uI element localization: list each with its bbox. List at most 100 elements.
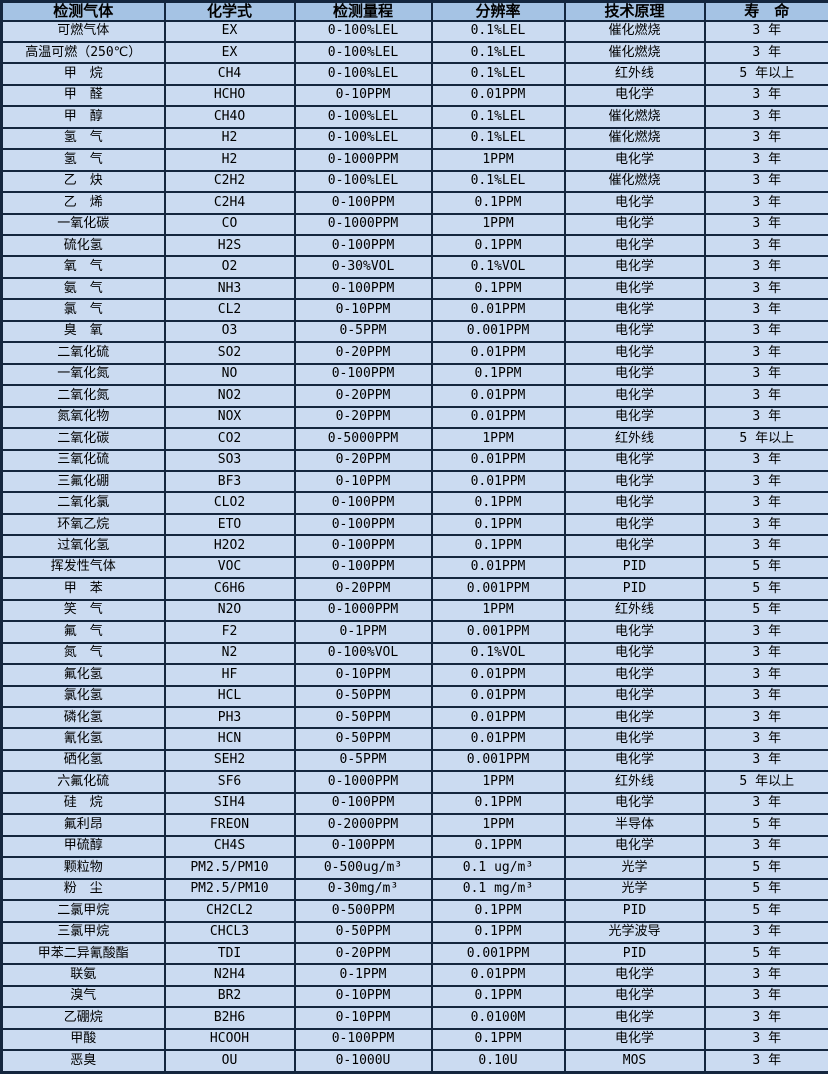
cell-formula: CL2: [163, 298, 296, 322]
cell-formula: HCN: [163, 727, 296, 751]
cell-life: 5 年以上: [703, 427, 828, 451]
cell-principle: 电化学: [563, 748, 706, 773]
cell-resolution: 0.001PPM: [430, 577, 566, 601]
table-row: 笑 气 N2O 0-1000PPM 1PPM 红外线 5 年: [0, 598, 828, 623]
cell-principle: MOS: [563, 1049, 706, 1074]
cell-resolution: 0.001PPM: [430, 620, 566, 644]
cell-formula: ETO: [163, 512, 296, 537]
cell-gas: 氮 气: [0, 641, 166, 666]
cell-gas: 二氧化氯: [0, 491, 166, 515]
table-row: 可燃气体 EX 0-100%LEL 0.1%LEL 催化燃烧 3 年: [0, 19, 828, 43]
cell-gas: 二氧化碳: [0, 427, 166, 451]
cell-gas: 三氧化硫: [0, 448, 166, 473]
cell-formula: N2H4: [163, 963, 296, 987]
cell-gas: 氟化氢: [0, 663, 166, 687]
cell-range: 0-5PPM: [293, 319, 433, 344]
cell-resolution: 0.1 mg/m³: [430, 877, 566, 902]
table-row: 恶臭 OU 0-1000U 0.10U MOS 3 年: [0, 1049, 828, 1074]
cell-resolution: 0.01PPM: [430, 448, 566, 473]
cell-range: 0-100PPM: [293, 234, 433, 258]
table-row: 甲硫醇 CH4S 0-100PPM 0.1PPM 电化学 3 年: [0, 834, 828, 859]
cell-formula: CH4O: [163, 105, 296, 129]
cell-formula: F2: [163, 620, 296, 644]
table-row: 六氟化硫 SF6 0-1000PPM 1PPM 红外线 5 年以上: [0, 770, 828, 794]
table-row: 二氧化硫 SO2 0-20PPM 0.01PPM 电化学 3 年: [0, 341, 828, 365]
cell-life: 3 年: [703, 748, 828, 773]
cell-resolution: 0.1PPM: [430, 1027, 566, 1052]
cell-gas: 硒化氢: [0, 748, 166, 773]
cell-range: 0-2000PPM: [293, 813, 433, 837]
cell-formula: PM2.5/PM10: [163, 856, 296, 880]
gas-table-body: 可燃气体 EX 0-100%LEL 0.1%LEL 催化燃烧 3 年高温可燃（250℃） E…: [0, 19, 828, 1074]
cell-resolution: 0.1PPM: [430, 491, 566, 515]
cell-resolution: 0.01PPM: [430, 705, 566, 730]
table-row: 硫化氢 H2S 0-100PPM 0.1PPM 电化学 3 年: [0, 234, 828, 258]
cell-life: 3 年: [703, 384, 828, 408]
cell-gas: 氯化氢: [0, 684, 166, 709]
cell-formula: H2: [163, 126, 296, 151]
table-row: 二氧化碳 CO2 0-5000PPM 1PPM 红外线 5 年以上: [0, 427, 828, 451]
cell-principle: 电化学: [563, 684, 706, 709]
cell-range: 0-10PPM: [293, 83, 433, 108]
cell-life: 5 年: [703, 813, 828, 837]
cell-formula: NO2: [163, 384, 296, 408]
cell-principle: 红外线: [563, 62, 706, 86]
table-row: 氟化氢 HF 0-10PPM 0.01PPM 电化学 3 年: [0, 663, 828, 687]
cell-range: 0-50PPM: [293, 920, 433, 945]
cell-gas: 乙硼烷: [0, 1006, 166, 1030]
cell-resolution: 0.1PPM: [430, 984, 566, 1009]
cell-resolution: 0.01PPM: [430, 555, 566, 580]
cell-formula: HCHO: [163, 83, 296, 108]
table-row: 甲 醛 HCHO 0-10PPM 0.01PPM 电化学 3 年: [0, 83, 828, 108]
cell-resolution: 0.1%VOL: [430, 255, 566, 279]
cell-formula: CH4: [163, 62, 296, 86]
table-row: 高温可燃（250℃） EX 0-100%LEL 0.1%LEL 催化燃烧 3 年: [0, 40, 828, 65]
cell-life: 3 年: [703, 255, 828, 279]
cell-principle: 电化学: [563, 276, 706, 301]
cell-principle: 电化学: [563, 384, 706, 408]
cell-range: 0-100PPM: [293, 555, 433, 580]
cell-resolution: 0.01PPM: [430, 405, 566, 430]
cell-gas: 乙 烯: [0, 191, 166, 215]
cell-principle: 电化学: [563, 212, 706, 237]
col-header-range: 检测量程: [293, 0, 433, 22]
cell-formula: VOC: [163, 555, 296, 580]
cell-life: 3 年: [703, 83, 828, 108]
cell-gas: 氢 气: [0, 126, 166, 151]
cell-resolution: 0.1%LEL: [430, 62, 566, 86]
cell-formula: BF3: [163, 469, 296, 494]
cell-formula: NH3: [163, 276, 296, 301]
cell-gas: 高温可燃（250℃）: [0, 40, 166, 65]
cell-principle: 电化学: [563, 1006, 706, 1030]
table-row: 二氯甲烷 CH2CL2 0-500PPM 0.1PPM PID 5 年: [0, 899, 828, 923]
cell-range: 0-10PPM: [293, 984, 433, 1009]
cell-principle: PID: [563, 941, 706, 966]
table-row: 三氧化硫 SO3 0-20PPM 0.01PPM 电化学 3 年: [0, 448, 828, 473]
table-row: 过氧化氢 H2O2 0-100PPM 0.1PPM 电化学 3 年: [0, 534, 828, 558]
cell-formula: C2H2: [163, 169, 296, 194]
cell-principle: 电化学: [563, 319, 706, 344]
table-row: 乙硼烷 B2H6 0-10PPM 0.0100M 电化学 3 年: [0, 1006, 828, 1030]
cell-gas: 甲 醇: [0, 105, 166, 129]
cell-principle: 电化学: [563, 727, 706, 751]
cell-gas: 三氯甲烷: [0, 920, 166, 945]
cell-principle: 电化学: [563, 705, 706, 730]
cell-formula: B2H6: [163, 1006, 296, 1030]
cell-range: 0-100PPM: [293, 512, 433, 537]
cell-principle: PID: [563, 577, 706, 601]
cell-resolution: 0.1PPM: [430, 534, 566, 558]
cell-range: 0-10PPM: [293, 469, 433, 494]
cell-principle: 红外线: [563, 598, 706, 623]
cell-resolution: 0.01PPM: [430, 384, 566, 408]
cell-formula: CH4S: [163, 834, 296, 859]
cell-formula: OU: [163, 1049, 296, 1074]
cell-range: 0-100PPM: [293, 362, 433, 387]
cell-formula: TDI: [163, 941, 296, 966]
table-row: 磷化氢 PH3 0-50PPM 0.01PPM 电化学 3 年: [0, 705, 828, 730]
cell-principle: 电化学: [563, 620, 706, 644]
cell-formula: NOX: [163, 405, 296, 430]
cell-formula: SO3: [163, 448, 296, 473]
cell-principle: 催化燃烧: [563, 19, 706, 43]
cell-range: 0-100%LEL: [293, 62, 433, 86]
cell-formula: CHCL3: [163, 920, 296, 945]
